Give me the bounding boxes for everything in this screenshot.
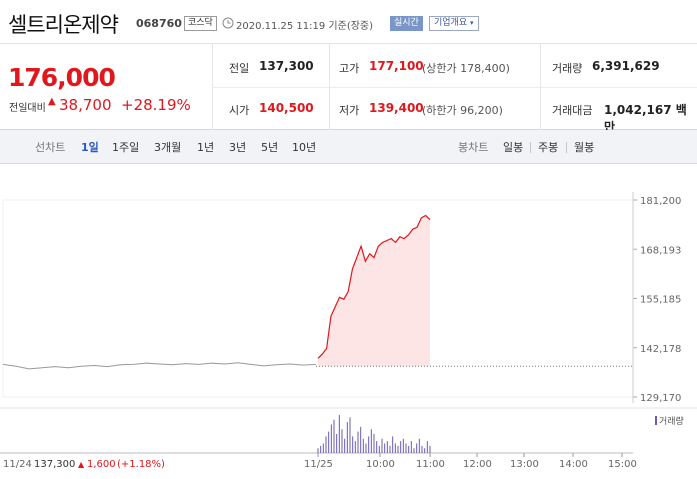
realtime-badge[interactable]: 실시간 bbox=[390, 16, 423, 31]
low-label: 저가 bbox=[339, 104, 360, 117]
amount-label: 거래대금 bbox=[552, 104, 593, 117]
x-tick-label: 11:00 bbox=[416, 459, 445, 470]
prev-day-date: 11/24 bbox=[3, 459, 32, 470]
candle-chart-label: 봉차트 bbox=[458, 141, 489, 154]
prev-day-series-line bbox=[2, 362, 317, 370]
x-tick-label: 13:00 bbox=[510, 459, 539, 470]
y-tick-label: 129,170 bbox=[640, 393, 681, 404]
open-label: 시가 bbox=[229, 104, 250, 117]
x-tick-label: 15:00 bbox=[608, 459, 637, 470]
change-percent: +28.19% bbox=[121, 96, 191, 114]
divider bbox=[540, 44, 541, 130]
upper-limit: (상한가 178,400) bbox=[422, 62, 510, 75]
volume-label: 거래량 bbox=[552, 62, 583, 75]
tab-monthly-candle[interactable]: 월봉 bbox=[574, 141, 595, 154]
tab-weekly-candle[interactable]: 주봉 bbox=[538, 141, 559, 154]
change-amount: 38,700 bbox=[59, 96, 112, 114]
company-overview-label: 기업개요 bbox=[434, 18, 468, 28]
high-label: 고가 bbox=[339, 62, 360, 75]
prev-close-label: 전일 bbox=[229, 62, 250, 75]
y-tick-label: 142,178 bbox=[640, 344, 681, 355]
x-tick-label: 14:00 bbox=[559, 459, 588, 470]
change-label: 전일대비 bbox=[9, 103, 46, 114]
x-tick-label: 10:00 bbox=[366, 459, 395, 470]
low-value: 139,400 bbox=[369, 101, 424, 115]
tab-separator bbox=[566, 142, 567, 153]
chevron-down-icon: ▾ bbox=[470, 19, 474, 27]
tab-3m[interactable]: 3개월 bbox=[154, 141, 182, 154]
y-tick-label: 168,193 bbox=[640, 245, 681, 256]
tab-5y[interactable]: 5년 bbox=[261, 141, 279, 154]
tab-1y[interactable]: 1년 bbox=[197, 141, 215, 154]
volume-value: 6,391,629 bbox=[592, 59, 660, 73]
market-badge: 코스닥 bbox=[184, 16, 217, 31]
prev-day-close: 137,300 bbox=[34, 459, 75, 470]
line-chart-label: 선차트 bbox=[35, 141, 66, 154]
open-value: 140,500 bbox=[259, 101, 314, 115]
prev-day-change-pct: (+1.18%) bbox=[117, 459, 165, 470]
today-series-line bbox=[317, 214, 431, 359]
tab-daily-candle[interactable]: 일봉 bbox=[503, 141, 524, 154]
current-price: 176,000 bbox=[8, 63, 116, 92]
x-tick-label: 11/25 bbox=[304, 459, 333, 470]
prev-day-up-icon: ▲ bbox=[78, 460, 85, 469]
lower-limit: (하한가 96,200) bbox=[422, 104, 503, 117]
divider bbox=[212, 87, 697, 88]
y-tick-label: 155,185 bbox=[640, 295, 681, 306]
today-series-area bbox=[318, 215, 430, 367]
divider bbox=[329, 44, 330, 130]
volume-legend-swatch bbox=[655, 416, 657, 425]
clock-icon bbox=[222, 17, 234, 29]
stock-name: 셀트리온제약 bbox=[8, 13, 119, 37]
timestamp: 2020.11.25 11:19 기준(장중) bbox=[236, 21, 374, 32]
plot-frame bbox=[2, 199, 634, 398]
tab-10y[interactable]: 10년 bbox=[292, 141, 317, 154]
stock-code: 068760 bbox=[136, 17, 182, 30]
quote-panel: 176,000 전일대비 ▲ 38,700 +28.19% 전일 137,300… bbox=[0, 44, 697, 134]
prev-day-change: 1,600 bbox=[87, 459, 116, 470]
company-overview-button[interactable]: 기업개요 ▾ bbox=[429, 16, 479, 31]
amount-value: 1,042,167 백만 bbox=[604, 103, 687, 134]
stock-header: 셀트리온제약 068760 코스닥 2020.11.25 11:19 기준(장중… bbox=[0, 0, 697, 44]
chart-tabs: 선차트 1일 1주일 3개월 1년 3년 5년 10년 봉차트 일봉 주봉 월봉 bbox=[0, 130, 697, 164]
tab-separator bbox=[530, 142, 531, 153]
prev-close-value: 137,300 bbox=[259, 59, 314, 73]
tab-3y[interactable]: 3년 bbox=[229, 141, 247, 154]
up-arrow-icon: ▲ bbox=[48, 96, 56, 107]
high-value: 177,100 bbox=[369, 59, 424, 73]
tab-1w[interactable]: 1주일 bbox=[112, 141, 140, 154]
tab-1d[interactable]: 1일 bbox=[81, 141, 99, 154]
price-chart: 181,200 168,193 155,185 142,178 129,170 거래량 … bbox=[0, 164, 697, 479]
y-tick-label: 181,200 bbox=[640, 196, 681, 207]
x-tick-label: 12:00 bbox=[463, 459, 492, 470]
volume-legend-label: 거래량 bbox=[659, 415, 684, 427]
